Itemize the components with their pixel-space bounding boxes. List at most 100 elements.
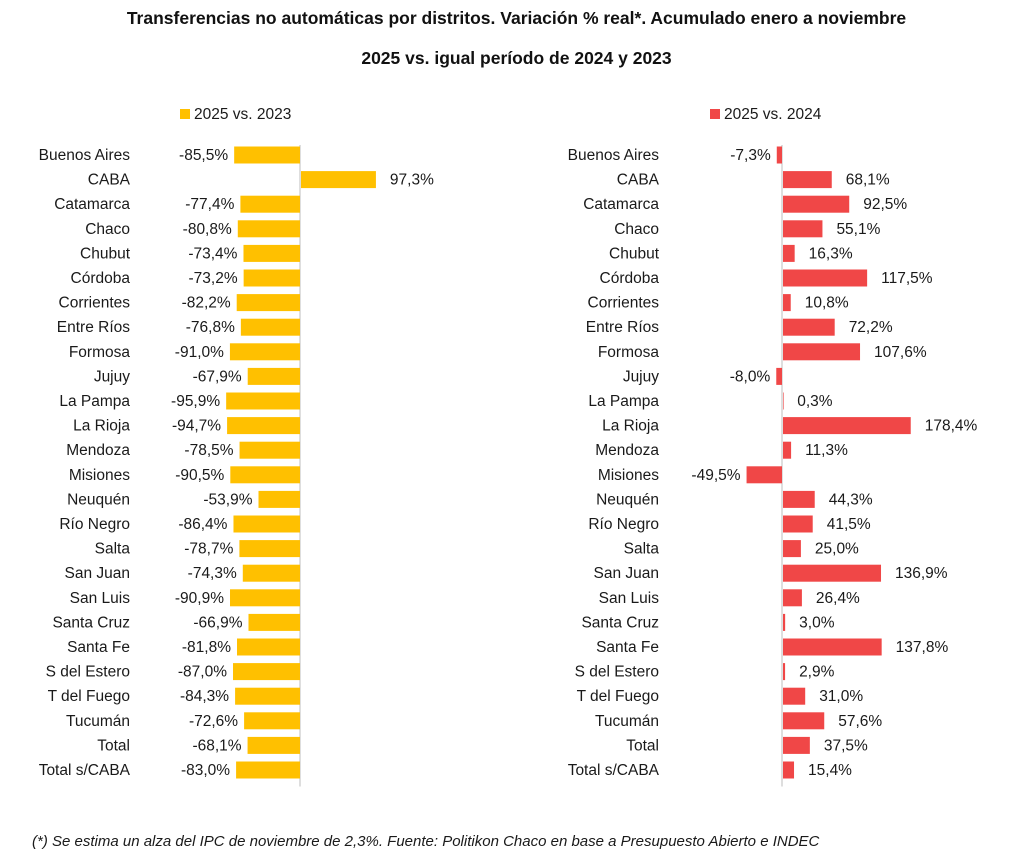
- category-label: CABA: [617, 172, 660, 189]
- category-label: S del Estero: [575, 664, 659, 681]
- data-label: 97,3%: [390, 172, 434, 189]
- bar: [783, 613, 786, 631]
- chart-title-line2: 2025 vs. igual período de 2024 y 2023: [361, 48, 672, 68]
- bar: [783, 761, 795, 779]
- data-label: -67,9%: [193, 368, 242, 385]
- legend-label: 2025 vs. 2024: [724, 106, 822, 123]
- category-label: T del Fuego: [48, 688, 130, 705]
- data-label: -74,3%: [188, 565, 237, 582]
- bar: [244, 712, 300, 730]
- data-label: -81,8%: [182, 639, 231, 656]
- bar: [783, 515, 813, 533]
- data-label: 25,0%: [815, 541, 859, 558]
- data-label: -86,4%: [178, 516, 227, 533]
- data-label: 0,3%: [797, 393, 833, 410]
- bar: [783, 269, 868, 287]
- data-label: 26,4%: [816, 590, 860, 607]
- legend-swatch: [710, 109, 720, 119]
- category-label: La Rioja: [602, 418, 659, 435]
- category-label: San Luis: [599, 590, 660, 607]
- data-label: -90,9%: [175, 590, 224, 607]
- data-label: 31,0%: [819, 688, 863, 705]
- category-label: Córdoba: [600, 270, 660, 287]
- data-label: 16,3%: [809, 245, 853, 262]
- category-label: Salta: [95, 541, 131, 558]
- data-label: -95,9%: [171, 393, 220, 410]
- category-label: Formosa: [598, 344, 660, 361]
- category-label: Corrientes: [588, 295, 660, 312]
- data-label: -82,2%: [182, 295, 231, 312]
- bar: [233, 663, 300, 681]
- data-label: 44,3%: [829, 491, 873, 508]
- category-label: Misiones: [69, 467, 130, 484]
- bar: [237, 638, 300, 656]
- data-label: -83,0%: [181, 762, 230, 779]
- category-label: Tucumán: [595, 713, 659, 730]
- category-label: Tucumán: [66, 713, 130, 730]
- category-label: Río Negro: [588, 516, 659, 533]
- data-label: -91,0%: [175, 344, 224, 361]
- legend-swatch: [180, 109, 190, 119]
- category-label: Santa Cruz: [52, 614, 130, 631]
- bar: [783, 417, 911, 435]
- data-label: 72,2%: [849, 319, 893, 336]
- data-label: -87,0%: [178, 664, 227, 681]
- data-label: 15,4%: [808, 762, 852, 779]
- bar: [783, 171, 832, 189]
- data-label: 68,1%: [846, 172, 890, 189]
- data-label: 117,5%: [881, 270, 933, 287]
- category-label: San Luis: [70, 590, 131, 607]
- bar: [783, 712, 825, 730]
- category-label: Catamarca: [583, 196, 659, 213]
- category-label: Corrientes: [59, 295, 131, 312]
- bar: [746, 466, 782, 484]
- footnote: (*) Se estima un alza del IPC de noviemb…: [32, 833, 820, 850]
- category-label: Chaco: [85, 221, 130, 238]
- bar: [783, 318, 835, 336]
- chart-title-line1: Transferencias no automáticas por distri…: [126, 8, 907, 28]
- category-label: Santa Fe: [596, 639, 659, 656]
- category-label: Formosa: [69, 344, 131, 361]
- category-label: Entre Ríos: [586, 319, 659, 336]
- category-label: Mendoza: [595, 442, 659, 459]
- data-label: -85,5%: [179, 147, 228, 164]
- data-label: 136,9%: [895, 565, 948, 582]
- data-label: -53,9%: [203, 491, 252, 508]
- bar: [237, 220, 300, 238]
- data-label: -7,3%: [730, 147, 771, 164]
- bar: [776, 146, 782, 164]
- bar: [783, 589, 802, 607]
- bar: [783, 687, 806, 705]
- data-label: -73,2%: [189, 270, 238, 287]
- data-label: 57,6%: [838, 713, 882, 730]
- data-label: 92,5%: [863, 196, 907, 213]
- bar: [230, 466, 300, 484]
- bar: [783, 294, 791, 312]
- bar: [226, 392, 300, 410]
- category-label: San Juan: [65, 565, 131, 582]
- bar: [783, 441, 792, 459]
- category-label: Total s/CABA: [568, 762, 660, 779]
- data-label: -76,8%: [186, 319, 235, 336]
- data-label: -72,6%: [189, 713, 238, 730]
- category-label: La Pampa: [59, 393, 130, 410]
- data-label: -77,4%: [185, 196, 234, 213]
- data-label: -94,7%: [172, 418, 221, 435]
- category-label: Salta: [624, 541, 660, 558]
- data-label: -78,7%: [184, 541, 233, 558]
- data-label: -90,5%: [175, 467, 224, 484]
- bar: [243, 244, 300, 262]
- data-label: 107,6%: [874, 344, 927, 361]
- data-label: -73,4%: [188, 245, 237, 262]
- bar: [776, 367, 782, 385]
- category-label: Misiones: [598, 467, 659, 484]
- category-label: Chubut: [80, 245, 131, 262]
- data-label: -68,1%: [192, 737, 241, 754]
- category-label: T del Fuego: [577, 688, 659, 705]
- data-label: 3,0%: [799, 614, 835, 631]
- category-label: Mendoza: [66, 442, 130, 459]
- bar: [783, 736, 810, 754]
- bar: [240, 318, 300, 336]
- bar: [233, 515, 300, 533]
